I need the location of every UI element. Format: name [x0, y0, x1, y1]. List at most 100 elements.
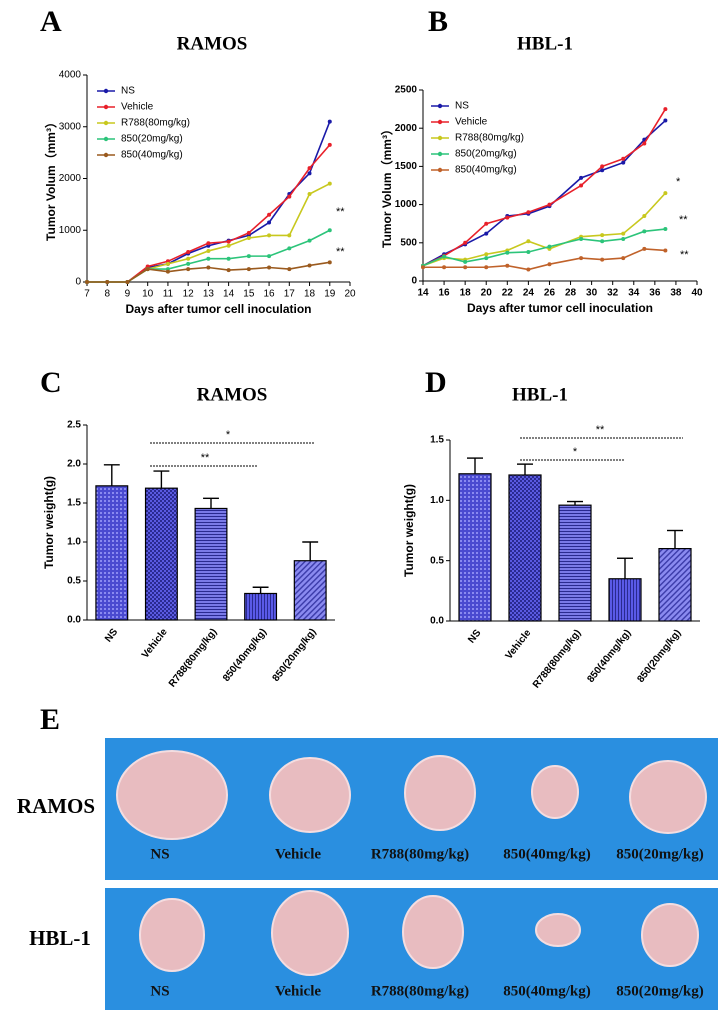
x-tick-label: 36: [649, 288, 661, 299]
x-tick-label: 12: [183, 289, 195, 300]
data-point: [226, 239, 231, 244]
data-point: [547, 262, 552, 267]
tumor: [641, 903, 699, 967]
data-point: [663, 118, 668, 123]
chart-title: HBL-1: [517, 33, 573, 54]
x-tick-label: 38: [670, 288, 682, 299]
data-point: [463, 240, 468, 245]
legend-label: NS: [455, 101, 469, 112]
x-tick-label: NS: [103, 626, 120, 644]
data-point: [526, 210, 531, 215]
series-line: [87, 144, 331, 283]
data-point: [642, 141, 647, 146]
x-tick-label: 8: [104, 289, 110, 300]
tumor: [535, 913, 581, 947]
tumor: [139, 898, 205, 972]
legend-label: 850(20mg/kg): [455, 149, 517, 160]
legend-marker: [103, 136, 109, 142]
sample-label: Vehicle: [275, 983, 321, 999]
sample-label: Vehicle: [275, 846, 321, 862]
annotation: **: [596, 424, 605, 436]
x-tick-label: 30: [586, 288, 598, 299]
data-point: [186, 256, 191, 261]
sample-label: NS: [150, 846, 169, 862]
row-label: RAMOS: [17, 794, 95, 818]
tumor: [402, 895, 464, 969]
y-tick-label: 0.0: [430, 616, 444, 627]
data-point: [579, 236, 584, 241]
legend-marker: [437, 167, 443, 173]
x-tick-label: R788(80mg/kg): [531, 628, 583, 691]
data-point: [206, 256, 211, 261]
data-point: [600, 164, 605, 169]
data-point: [484, 231, 489, 236]
data-point: [246, 267, 251, 272]
x-tick-label: 15: [243, 289, 255, 300]
chart-title: RAMOS: [197, 384, 268, 405]
x-tick-label: 26: [544, 288, 556, 299]
x-tick-label: 16: [264, 289, 276, 300]
data-point: [484, 221, 489, 226]
data-point: [246, 230, 251, 235]
series-line: [87, 261, 330, 283]
data-point: [105, 280, 110, 284]
bar: [458, 473, 492, 622]
sample-label: NS: [150, 983, 169, 999]
data-point: [307, 171, 312, 176]
legend-label: NS: [121, 86, 135, 97]
bar: [293, 560, 327, 621]
data-point: [600, 168, 605, 173]
data-point: [600, 239, 605, 244]
y-tick-label: 1.0: [67, 537, 81, 548]
legend-label: 850(20mg/kg): [121, 134, 183, 145]
x-tick-label: 20: [344, 289, 356, 300]
y-tick-label: 0.0: [67, 615, 81, 626]
data-point: [85, 280, 89, 284]
y-tick-label: 1500: [395, 161, 418, 172]
data-point: [226, 243, 231, 248]
data-point: [307, 238, 312, 243]
data-point: [484, 252, 489, 257]
data-point: [327, 119, 332, 124]
series-line: [422, 108, 667, 267]
y-tick-label: 0: [75, 277, 81, 288]
y-tick-label: 4000: [59, 70, 82, 81]
data-point: [267, 220, 272, 225]
legend-label: 850(40mg/kg): [455, 165, 517, 176]
legend-marker: [437, 119, 443, 125]
legend-marker: [437, 135, 443, 141]
row-label: HBL-1: [29, 926, 91, 950]
data-point: [327, 228, 332, 233]
data-point: [267, 212, 272, 217]
annotation: **: [680, 249, 689, 261]
data-point: [621, 156, 626, 161]
sample-label: R788(80mg/kg): [371, 846, 469, 862]
data-point: [600, 233, 605, 238]
x-tick-label: 10: [142, 289, 154, 300]
x-tick-label: 34: [628, 288, 640, 299]
y-tick-label: 2.0: [67, 459, 81, 470]
panel-label: C: [40, 366, 62, 399]
data-point: [287, 233, 292, 238]
data-point: [246, 236, 251, 241]
data-point: [484, 265, 489, 270]
legend-marker: [437, 103, 443, 109]
data-point: [226, 256, 231, 261]
x-tick-label: 20: [481, 288, 493, 299]
y-tick-label: 1.5: [430, 435, 444, 446]
data-point: [484, 256, 489, 261]
legend-marker: [103, 88, 109, 94]
y-tick-label: 0: [411, 276, 417, 287]
x-tick-label: 13: [203, 289, 215, 300]
legend-marker: [103, 120, 109, 126]
legend-label: R788(80mg/kg): [455, 133, 524, 144]
panel-label: E: [40, 703, 60, 736]
data-point: [307, 192, 312, 197]
x-tick-label: Vehicle: [140, 626, 170, 660]
x-tick-label: NS: [466, 627, 483, 645]
tumor: [269, 757, 351, 833]
data-point: [165, 269, 170, 274]
data-point: [327, 260, 332, 265]
sample-label: 850(40mg/kg): [503, 983, 591, 999]
